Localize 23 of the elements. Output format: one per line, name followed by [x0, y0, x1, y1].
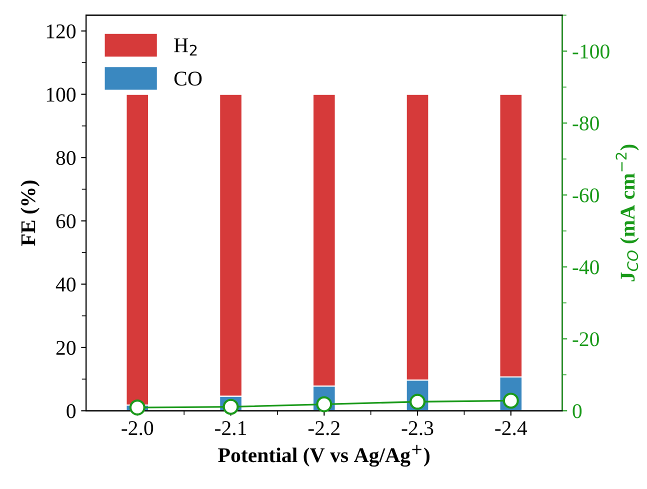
x-tick-label: -2.3 [402, 421, 434, 436]
x-tick-label: -2.2 [308, 421, 340, 436]
y-tick-label: 60 [56, 214, 76, 228]
x-tick-label: -2.1 [215, 421, 246, 436]
y-tick-label: 0 [66, 404, 76, 418]
y2-tick-label: -80 [572, 116, 599, 130]
x-tick-label: -2.4 [495, 421, 528, 436]
y2-tick-label: 0 [572, 404, 582, 418]
y2-axis-title: J$_{CO}$ (mA cm$^{−2}$) [616, 144, 639, 282]
y-tick-label: 20 [56, 340, 76, 355]
y-tick-label: 120 [46, 24, 76, 38]
x-tick-label: -2.0 [122, 421, 154, 436]
y2-tick-label: -20 [572, 332, 599, 346]
x-axis-title: Potential (V vs Ag/Ag$^{+}$) [218, 444, 430, 467]
y-tick-label: 40 [56, 278, 76, 292]
y2-tick-label: -100 [572, 44, 610, 59]
y-tick-label: 80 [56, 150, 76, 166]
y2-tick-label: -40 [572, 260, 599, 274]
y-tick-label: 100 [46, 88, 76, 102]
legend-label: H$_{2}$ [174, 38, 197, 56]
y2-tick-label: -60 [572, 188, 599, 202]
y-axis-title: FE (%) [20, 180, 40, 246]
legend-label: CO [174, 72, 202, 86]
